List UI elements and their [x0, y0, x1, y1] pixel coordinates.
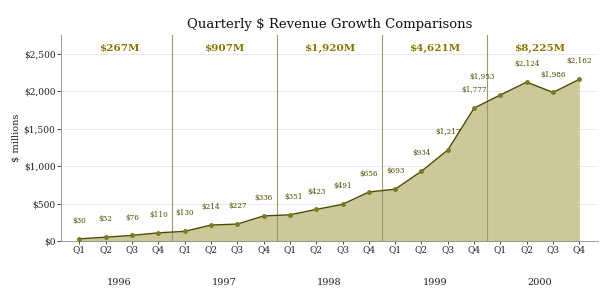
Text: $4,621M: $4,621M — [409, 44, 461, 53]
Text: $1,920M: $1,920M — [304, 44, 355, 53]
Text: 1997: 1997 — [212, 278, 237, 287]
Text: $2,124: $2,124 — [514, 60, 539, 68]
Text: $130: $130 — [176, 209, 194, 218]
Text: $907M: $907M — [204, 44, 245, 53]
Text: $1,986: $1,986 — [540, 71, 566, 78]
Text: 1999: 1999 — [422, 278, 447, 287]
Text: $491: $491 — [333, 183, 352, 191]
Text: $76: $76 — [125, 213, 139, 221]
Text: $267M: $267M — [99, 44, 139, 53]
Text: $934: $934 — [412, 149, 431, 157]
Text: $52: $52 — [99, 215, 113, 223]
Text: $656: $656 — [360, 170, 378, 178]
Title: Quarterly $ Revenue Growth Comparisons: Quarterly $ Revenue Growth Comparisons — [187, 18, 472, 31]
Text: 2000: 2000 — [528, 278, 552, 287]
Y-axis label: $ millions: $ millions — [12, 114, 21, 162]
Text: $423: $423 — [307, 188, 325, 196]
Text: $336: $336 — [254, 194, 273, 202]
Text: 1996: 1996 — [107, 278, 131, 287]
Text: $8,225M: $8,225M — [514, 44, 565, 53]
Text: $1,777: $1,777 — [461, 86, 487, 94]
Text: $110: $110 — [149, 211, 168, 219]
Text: $2,162: $2,162 — [567, 57, 592, 65]
Text: $214: $214 — [202, 203, 220, 211]
Text: $1,217: $1,217 — [435, 128, 461, 136]
Text: 1998: 1998 — [317, 278, 342, 287]
Text: $227: $227 — [228, 202, 246, 210]
Text: $1,953: $1,953 — [470, 73, 495, 81]
Text: $351: $351 — [284, 193, 303, 201]
Text: $693: $693 — [386, 167, 404, 175]
Text: $30: $30 — [73, 217, 86, 225]
